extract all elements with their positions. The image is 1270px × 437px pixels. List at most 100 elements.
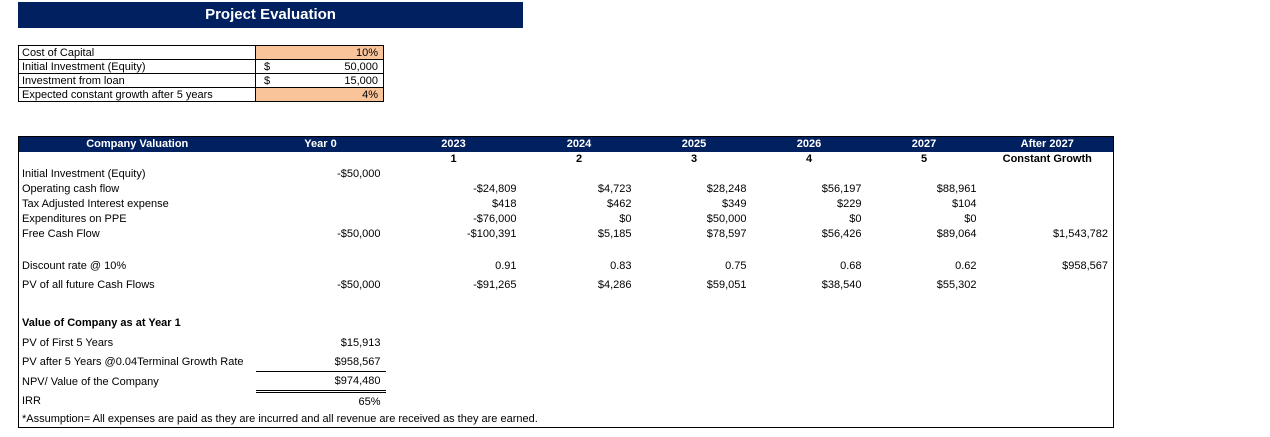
table-row: Investment from loan $15,000 [18,73,384,88]
row-label[interactable]: Expenditures on PPE [22,213,127,225]
header-after-2027[interactable]: After 2027 [981,136,1114,152]
value-2023[interactable]: -$76,000 [473,213,517,225]
value-2027[interactable]: $88,961 [936,183,977,195]
table-row-pv-after-5-years: PV after 5 Years @0.04Terminal Growth Ra… [19,352,1114,372]
value-2023 [386,167,522,182]
value-year0[interactable]: $958,567 [255,352,386,372]
currency-symbol: $ [264,74,271,87]
row-label[interactable]: PV of all future Cash Flows [22,279,155,291]
table-row: Expected constant growth after 5 years 4… [18,87,384,102]
cell-initial-investment-label[interactable]: Initial Investment (Equity) [18,59,256,74]
table-row-free-cash-flow: Free Cash Flow -$50,000 -$100,391 $5,185… [19,227,1114,242]
assumption-note[interactable]: *Assumption= All expenses are paid as th… [22,412,538,425]
value-year0[interactable]: 65% [358,395,381,408]
value-2026[interactable]: $0 [849,213,862,225]
cell-growth-label[interactable]: Expected constant growth after 5 years [18,87,256,102]
value-2025[interactable]: $78,597 [706,228,747,240]
value-2024[interactable]: 0.83 [610,260,632,272]
header-2025[interactable]: 2025 [636,136,752,152]
value-2025[interactable]: $349 [722,198,747,210]
header-2027[interactable]: 2027 [866,136,982,152]
value-2023[interactable]: 0.91 [495,260,517,272]
empty-cell [386,372,1114,392]
header-2024[interactable]: 2024 [521,136,637,152]
value-2023[interactable]: -$100,391 [466,228,517,240]
section-heading[interactable]: Value of Company as at Year 1 [22,317,181,329]
period-constant-growth[interactable]: Constant Growth [1002,153,1092,165]
value-year0[interactable]: -$50,000 [337,168,381,180]
cell-loan-investment-label[interactable]: Investment from loan [18,73,256,88]
value-2023[interactable]: $418 [492,198,517,210]
cell-cost-of-capital-value[interactable]: 10% [255,45,384,60]
value-2027[interactable]: 0.62 [955,260,977,272]
period-5[interactable]: 5 [920,153,928,165]
value-2026[interactable]: $56,197 [821,183,862,195]
value-2024[interactable]: $4,723 [597,183,632,195]
value-year0[interactable]: $974,480 [255,371,386,393]
value-2027[interactable]: $89,064 [936,228,977,240]
value-2024[interactable]: $0 [619,213,632,225]
value-2025[interactable]: 0.75 [725,260,747,272]
row-label[interactable]: Free Cash Flow [22,228,100,240]
value-2026[interactable]: $38,540 [821,279,862,291]
header-company-valuation[interactable]: Company Valuation [18,136,256,152]
row-label[interactable]: IRR [22,395,41,407]
value-year0[interactable]: -$50,000 [337,279,381,291]
cell-loan-investment-value[interactable]: $15,000 [255,73,384,88]
value-year0[interactable]: $15,913 [340,336,381,349]
row-label[interactable]: Initial Investment (Equity) [22,168,146,180]
table-row-initial-investment: Initial Investment (Equity) -$50,000 [19,167,1114,182]
value-2024[interactable]: $462 [607,198,632,210]
page-title: Project Evaluation [205,6,336,23]
period-1[interactable]: 1 [450,153,457,165]
value-2023[interactable]: -$91,265 [473,279,517,291]
table-row-irr: IRR 65% [19,392,1114,411]
value-2025[interactable]: $28,248 [706,183,747,195]
period-3[interactable]: 3 [690,153,698,165]
value-after-2027[interactable]: $1,543,782 [1052,228,1108,240]
value-after-2027[interactable]: $958,567 [1062,260,1108,272]
row-label[interactable]: NPV/ Value of the Company [22,375,159,388]
empty-cell [386,392,1114,411]
value-2026[interactable]: $229 [837,198,862,210]
table-row-value-of-company-heading: Value of Company as at Year 1 [19,314,1114,333]
table-row: Initial Investment (Equity) $50,000 [18,59,384,74]
cell-initial-investment-value[interactable]: $50,000 [255,59,384,74]
header-2026[interactable]: 2026 [751,136,867,152]
value-2024[interactable]: $5,185 [597,228,632,240]
row-label[interactable]: Operating cash flow [22,183,120,195]
blank-row [19,295,1114,314]
param-value: 15,000 [344,74,378,87]
table-row-expenditures-ppe: Expenditures on PPE -$76,000 $0 $50,000 … [19,212,1114,227]
row-label[interactable]: Discount rate @ 10% [22,260,127,272]
value-2027[interactable]: $104 [952,198,977,210]
param-value: 10% [355,46,378,59]
value-2026[interactable]: $56,426 [821,228,862,240]
value-after-2027 [982,212,1114,227]
value-2026[interactable]: 0.68 [840,260,862,272]
empty-cell [19,242,1114,257]
row-label[interactable]: PV after 5 Years @0.04Terminal Growth Ra… [22,356,244,368]
empty-cell [19,152,256,167]
period-2[interactable]: 2 [575,153,583,165]
header-row: Company Valuation Year 0 2023 2024 2025 … [18,136,1114,152]
value-2027[interactable]: $0 [964,213,977,225]
value-year0[interactable]: -$50,000 [337,228,381,240]
cell-cost-of-capital-label[interactable]: Cost of Capital [18,45,256,60]
row-label[interactable]: Tax Adjusted Interest expense [22,198,169,210]
value-2023[interactable]: -$24,809 [473,183,517,195]
value-2024[interactable]: $4,286 [597,279,632,291]
header-year0[interactable]: Year 0 [255,136,386,152]
value-2027[interactable]: $55,302 [936,279,977,291]
value-2025[interactable]: $59,051 [706,279,747,291]
cell-growth-value[interactable]: 4% [255,87,384,102]
header-2023[interactable]: 2023 [385,136,522,152]
period-4[interactable]: 4 [805,153,813,165]
period-row: 1 2 3 4 5 Constant Growth [19,152,1114,167]
value-2027 [867,167,982,182]
assumptions-table: Cost of Capital 10% Initial Investment (… [18,45,384,102]
row-label[interactable]: PV of First 5 Years [22,336,114,349]
footnote-row: *Assumption= All expenses are paid as th… [19,411,1114,428]
value-2025[interactable]: $50,000 [706,213,747,225]
